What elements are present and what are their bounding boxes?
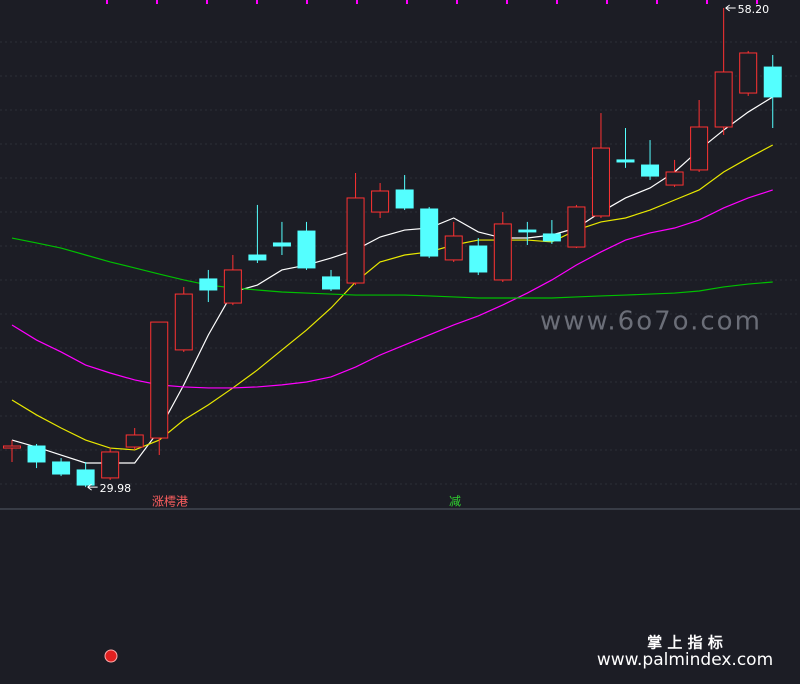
icon — [104, 649, 118, 663]
candle-body — [591, 147, 610, 217]
signal-label: 涨樗港 — [152, 494, 188, 509]
candle-body — [174, 293, 193, 351]
candle-body — [125, 434, 144, 448]
candle-body — [199, 278, 218, 291]
candle-body — [223, 269, 242, 304]
candle-body — [420, 208, 439, 257]
candle-body — [763, 66, 782, 98]
candle-body — [371, 190, 390, 213]
candle-body — [395, 189, 414, 209]
candle-body — [101, 451, 120, 479]
high-label: 58.20 — [738, 3, 770, 16]
signal-label: 减 — [449, 495, 461, 509]
candle-body — [27, 445, 46, 463]
low-label: 29.98 — [100, 482, 131, 495]
candle-body — [714, 71, 733, 128]
candle-body — [542, 233, 561, 242]
candle-body — [150, 321, 169, 439]
candle-body — [76, 469, 95, 486]
candle-body — [322, 276, 341, 290]
watermark: www.6o7o.com — [540, 307, 762, 337]
ma-line — [11, 189, 773, 389]
candle-body — [739, 52, 758, 94]
candle-body — [665, 171, 684, 186]
candle-body — [346, 197, 365, 284]
candle-body — [567, 206, 586, 248]
candle-body — [518, 229, 537, 233]
candle-body — [493, 223, 512, 281]
candle-body — [248, 254, 267, 261]
candle-body — [690, 126, 709, 171]
ma-line — [11, 96, 774, 464]
ma-line — [11, 144, 774, 451]
candle-body — [272, 242, 291, 247]
brand-url: www.palmindex.com — [597, 650, 773, 670]
arrow — [725, 4, 736, 12]
candle-body — [52, 461, 71, 475]
arrow — [87, 483, 98, 491]
candle-body — [641, 164, 660, 177]
candle-body — [444, 235, 463, 261]
ma-line — [11, 237, 773, 299]
candle-body — [297, 230, 316, 269]
plot: 58.20 29.98 涨樗港 减 — [3, 3, 782, 509]
candle-body — [616, 159, 635, 163]
candle-body — [3, 445, 21, 449]
candle-body — [469, 245, 488, 273]
brand: 掌 上 指 标 — [647, 634, 723, 652]
